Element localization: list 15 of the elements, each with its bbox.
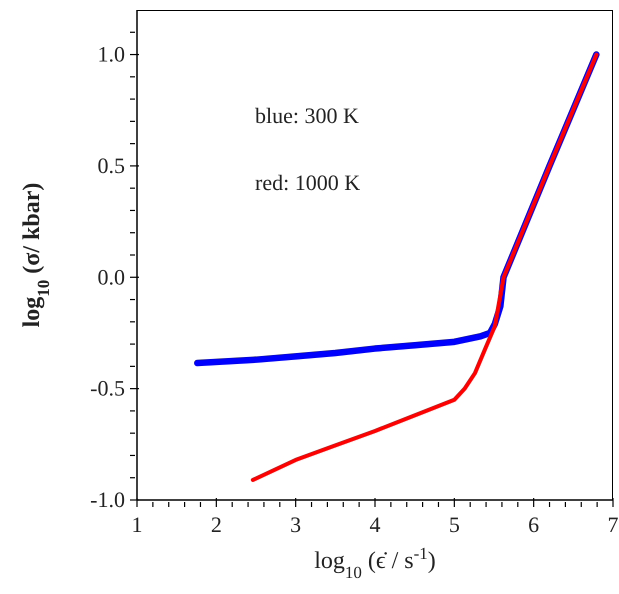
y-tick-label: 0.0 [98,264,125,290]
x-tick-label: 7 [608,512,618,537]
y-tick-label: -0.5 [90,376,125,401]
x-tick-label: 5 [448,512,460,537]
y-tick-label: 0.5 [98,152,125,178]
x-tick-label: 6 [528,512,540,537]
annotation: red: 1000 K [255,170,360,196]
x-tick-label: 4 [370,512,380,537]
y-tick-label: -1.0 [90,487,125,512]
x-tick-label: 2 [210,512,222,537]
y-tick-label: 1.0 [98,42,125,67]
annotation: blue: 300 K [255,103,359,129]
x-axis-title: log$_{10}$ (ϵ̇ / s$^{-1}$) [314,544,436,582]
x-tick-label: 3 [290,512,302,537]
x-tick-label: 1 [132,512,142,537]
